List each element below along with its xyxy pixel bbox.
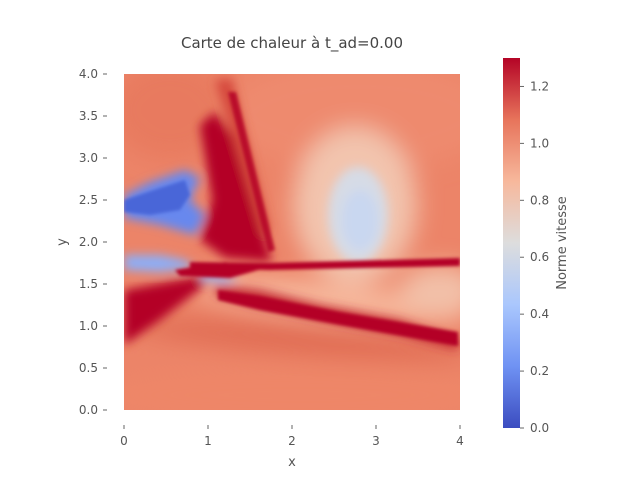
colorbar-ticks: 0.0 0.2 0.4 0.6 0.8 1.0 1.2 (520, 79, 549, 435)
x-axis-ticks: 0 1 2 3 4 (120, 425, 464, 448)
y-tick-label: 4.0 (79, 67, 98, 81)
y-tick-label: 1.5 (79, 277, 98, 291)
x-tick-label: 3 (372, 434, 380, 448)
chart-title: Carte de chaleur à t_ad=0.00 (181, 34, 403, 53)
y-axis-label: y (55, 238, 70, 246)
colorbar-gradient (503, 58, 520, 428)
colorbar-tick-label: 0.0 (530, 421, 549, 435)
heatmap-field (124, 74, 460, 410)
field-cool-blob-lower (124, 255, 195, 272)
x-tick-label: 1 (204, 434, 212, 448)
field-top-region (220, 74, 460, 170)
y-axis-ticks: 0.0 0.5 1.0 1.5 2.0 2.5 3.0 3.5 4.0 (79, 67, 107, 417)
field-left-hot-wedge (124, 275, 205, 345)
field-bottom-region (124, 365, 460, 410)
colorbar-tick-label: 0.8 (530, 193, 549, 207)
colorbar-tick-label: 0.6 (530, 250, 549, 264)
field-lower-band-2 (130, 319, 460, 361)
colorbar-label: Norme vitesse (555, 196, 570, 290)
y-tick-label: 0.5 (79, 361, 98, 375)
field-right-pale (400, 265, 460, 315)
y-tick-label: 3.5 (79, 109, 98, 123)
field-hot-band-lower (175, 262, 265, 278)
field-cool-center (342, 190, 378, 250)
field-thin-hot-line (228, 92, 275, 252)
colorbar-tick-label: 0.2 (530, 364, 549, 378)
x-tick-label: 0 (120, 434, 128, 448)
colorbar: 0.0 0.2 0.4 0.6 0.8 1.0 1.2 Norme vitesse (503, 58, 570, 435)
y-tick-label: 2.5 (79, 193, 98, 207)
x-axis-label: x (288, 455, 296, 470)
y-tick-label: 0.0 (79, 403, 98, 417)
field-hot-plume (200, 112, 272, 262)
colorbar-tick-label: 1.2 (530, 79, 549, 93)
y-tick-label: 2.0 (79, 235, 98, 249)
field-cool-blob-core (124, 180, 190, 215)
x-tick-label: 4 (456, 434, 464, 448)
colorbar-tick-label: 0.4 (530, 307, 549, 321)
field-lower-band-1 (190, 276, 460, 324)
y-tick-label: 3.0 (79, 151, 98, 165)
x-tick-label: 2 (288, 434, 296, 448)
colorbar-tick-label: 1.0 (530, 136, 549, 150)
y-tick-label: 1.0 (79, 319, 98, 333)
field-lower-red-stripe (218, 290, 458, 346)
